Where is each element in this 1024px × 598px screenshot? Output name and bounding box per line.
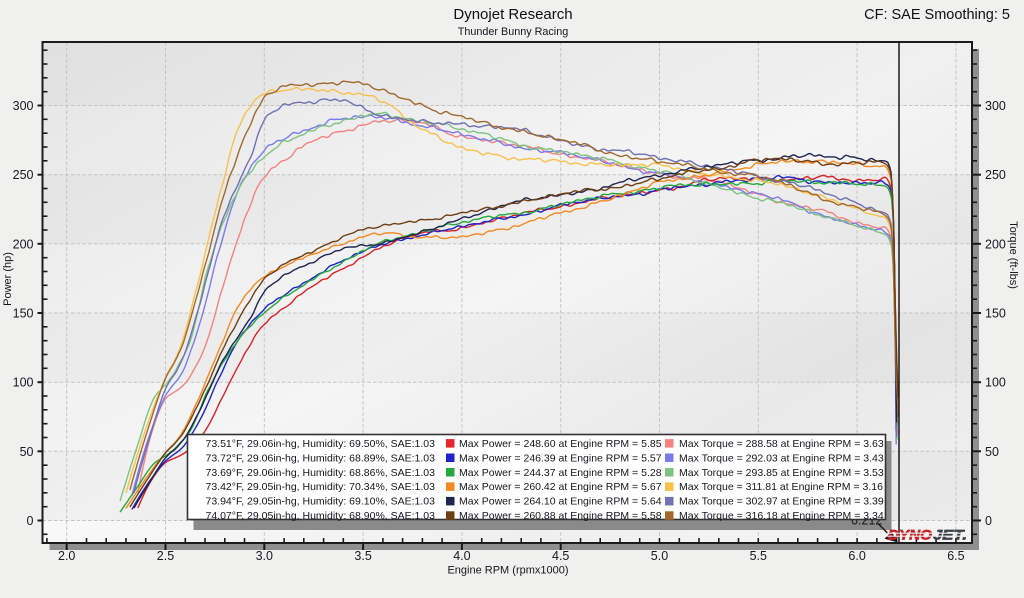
svg-text:73.51°F, 29.06in-hg, Humidity:: 73.51°F, 29.06in-hg, Humidity: 69.50%, S…: [205, 438, 435, 450]
svg-text:2.5: 2.5: [157, 549, 174, 563]
svg-text:Max Power = 248.60 at Engine R: Max Power = 248.60 at Engine RPM = 5.85: [459, 438, 662, 450]
svg-text:Max Power = 244.37 at Engine R: Max Power = 244.37 at Engine RPM = 5.28: [459, 467, 662, 479]
svg-text:73.69°F, 29.06in-hg, Humidity:: 73.69°F, 29.06in-hg, Humidity: 68.86%, S…: [205, 467, 435, 479]
svg-text:Max Torque = 293.85 at Engine: Max Torque = 293.85 at Engine RPM = 3.53: [679, 467, 884, 479]
svg-text:300: 300: [985, 99, 1006, 113]
svg-text:Max Torque = 288.58 at Engine: Max Torque = 288.58 at Engine RPM = 3.63: [679, 438, 884, 450]
svg-text:250: 250: [985, 168, 1006, 182]
svg-text:Max Torque = 292.03 at Engine: Max Torque = 292.03 at Engine RPM = 3.43: [679, 452, 884, 464]
svg-text:200: 200: [13, 237, 34, 251]
svg-text:150: 150: [985, 307, 1006, 321]
svg-text:DYNO: DYNO: [888, 527, 932, 543]
svg-text:4.5: 4.5: [552, 549, 569, 563]
svg-text:73.72°F, 29.06in-hg, Humidity:: 73.72°F, 29.06in-hg, Humidity: 68.89%, S…: [205, 452, 435, 464]
svg-text:5.0: 5.0: [651, 549, 668, 563]
svg-text:100: 100: [13, 376, 34, 390]
svg-text:CF: SAE Smoothing: 5: CF: SAE Smoothing: 5: [864, 7, 1010, 23]
svg-text:150: 150: [13, 307, 34, 321]
svg-text:6.5: 6.5: [947, 549, 964, 563]
svg-text:JET.: JET.: [933, 527, 967, 543]
svg-text:Dynojet Research: Dynojet Research: [453, 6, 572, 23]
svg-text:5.5: 5.5: [750, 549, 767, 563]
svg-text:Max Power = 260.42 at Engine R: Max Power = 260.42 at Engine RPM = 5.67: [459, 481, 662, 493]
svg-text:0: 0: [985, 514, 992, 528]
svg-text:Max Torque = 302.97 at Engine: Max Torque = 302.97 at Engine RPM = 3.39: [679, 496, 884, 508]
svg-text:4.0: 4.0: [453, 549, 470, 563]
svg-text:3.5: 3.5: [354, 549, 371, 563]
svg-text:250: 250: [13, 168, 34, 182]
svg-text:300: 300: [13, 99, 34, 113]
svg-text:Max Power = 264.10 at Engine R: Max Power = 264.10 at Engine RPM = 5.64: [459, 496, 662, 508]
svg-text:74.07°F, 29.05in-hg, Humidity:: 74.07°F, 29.05in-hg, Humidity: 68.90%, S…: [205, 510, 435, 522]
svg-text:73.42°F, 29.05in-hg, Humidity:: 73.42°F, 29.05in-hg, Humidity: 70.34%, S…: [205, 481, 435, 493]
svg-text:6.0: 6.0: [848, 549, 865, 563]
svg-text:3.0: 3.0: [256, 549, 273, 563]
svg-text:Max Power = 260.88 at Engine R: Max Power = 260.88 at Engine RPM = 5.58: [459, 510, 662, 522]
svg-text:50: 50: [985, 445, 999, 459]
svg-text:50: 50: [20, 445, 34, 459]
svg-text:2.0: 2.0: [58, 549, 75, 563]
svg-text:100: 100: [985, 376, 1006, 390]
svg-text:Max Power = 246.39 at Engine R: Max Power = 246.39 at Engine RPM = 5.57: [459, 452, 662, 464]
svg-text:200: 200: [985, 237, 1006, 251]
svg-text:Torque (ft-lbs): Torque (ft-lbs): [1007, 221, 1019, 289]
svg-text:Max Torque = 316.18 at Engine: Max Torque = 316.18 at Engine RPM = 3.34: [679, 510, 884, 522]
svg-text:Power (hp): Power (hp): [2, 252, 14, 306]
svg-text:73.94°F, 29.05in-hg, Humidity:: 73.94°F, 29.05in-hg, Humidity: 69.10%, S…: [205, 496, 435, 508]
svg-text:Engine RPM (rpmx1000): Engine RPM (rpmx1000): [447, 565, 568, 577]
svg-text:Max Torque = 311.81 at Engine: Max Torque = 311.81 at Engine RPM = 3.16: [679, 481, 883, 493]
svg-text:Thunder Bunny Racing: Thunder Bunny Racing: [458, 26, 568, 38]
svg-text:0: 0: [27, 514, 34, 528]
